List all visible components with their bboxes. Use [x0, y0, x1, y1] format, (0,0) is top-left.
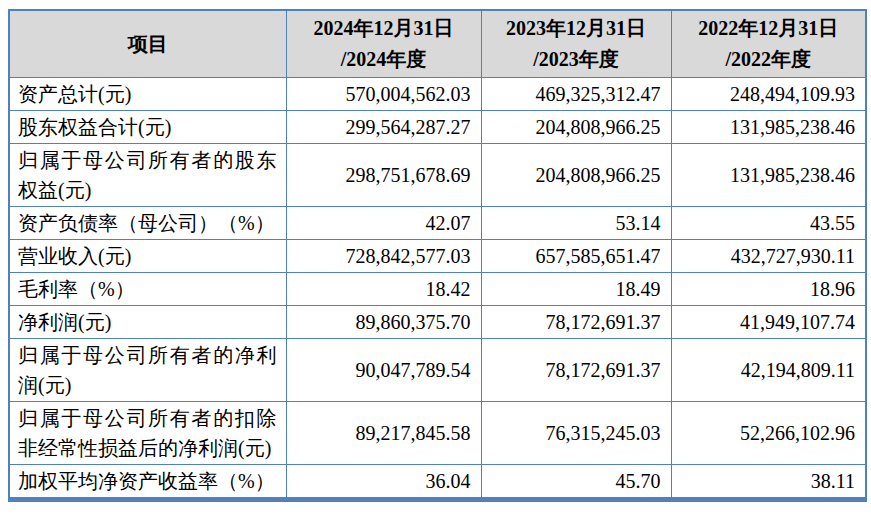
value-cell-2022: 18.96 [671, 273, 866, 306]
header-cell-2022: 2022年12月31日 /2022年度 [671, 10, 866, 78]
table-row: 资产负债率（母公司）（%） 42.07 53.14 43.55 [9, 207, 866, 240]
header-2022-date: 2022年12月31日 [674, 13, 864, 44]
row-label-cell: 加权平均净资产收益率（%） [9, 465, 286, 500]
value-cell-2022: 52,266,102.96 [671, 402, 866, 465]
row-label-cell: 归属于母公司所有者的股东权益(元) [9, 144, 286, 207]
value-cell-2023: 204,808,966.25 [481, 144, 671, 207]
row-label-cell: 归属于母公司所有者的净利润(元) [9, 339, 286, 402]
header-2023-period: /2023年度 [484, 44, 669, 75]
value-cell-2023: 53.14 [481, 207, 671, 240]
value-cell-2022: 42,194,809.11 [671, 339, 866, 402]
value-cell-2022: 131,985,238.46 [671, 144, 866, 207]
header-cell-item: 项目 [9, 10, 286, 78]
header-2024-date: 2024年12月31日 [289, 13, 479, 44]
header-cell-2023: 2023年12月31日 /2023年度 [481, 10, 671, 78]
table-row: 归属于母公司所有者的净利润(元) 90,047,789.54 78,172,69… [9, 339, 866, 402]
table-row: 归属于母公司所有者的股东权益(元) 298,751,678.69 204,808… [9, 144, 866, 207]
value-cell-2024: 570,004,562.03 [286, 78, 481, 111]
value-cell-2023: 657,585,651.47 [481, 240, 671, 273]
value-cell-2022: 43.55 [671, 207, 866, 240]
table-row: 归属于母公司所有者的扣除非经常性损益后的净利润(元) 89,217,845.58… [9, 402, 866, 465]
header-cell-2024: 2024年12月31日 /2024年度 [286, 10, 481, 78]
value-cell-2024: 298,751,678.69 [286, 144, 481, 207]
header-item-label: 项目 [12, 29, 284, 60]
value-cell-2024: 728,842,577.03 [286, 240, 481, 273]
row-label-cell: 毛利率（%） [9, 273, 286, 306]
value-cell-2023: 45.70 [481, 465, 671, 500]
row-label-cell: 归属于母公司所有者的扣除非经常性损益后的净利润(元) [9, 402, 286, 465]
value-cell-2023: 78,172,691.37 [481, 306, 671, 339]
table-row: 股东权益合计(元) 299,564,287.27 204,808,966.25 … [9, 111, 866, 144]
row-label-cell: 资产总计(元) [9, 78, 286, 111]
row-label-cell: 资产负债率（母公司）（%） [9, 207, 286, 240]
table-row: 营业收入(元) 728,842,577.03 657,585,651.47 43… [9, 240, 866, 273]
value-cell-2022: 41,949,107.74 [671, 306, 866, 339]
row-label-cell: 股东权益合计(元) [9, 111, 286, 144]
value-cell-2024: 89,217,845.58 [286, 402, 481, 465]
table-row: 加权平均净资产收益率（%） 36.04 45.70 38.11 [9, 465, 866, 500]
value-cell-2023: 78,172,691.37 [481, 339, 671, 402]
header-2023-date: 2023年12月31日 [484, 13, 669, 44]
value-cell-2023: 469,325,312.47 [481, 78, 671, 111]
value-cell-2024: 89,860,375.70 [286, 306, 481, 339]
value-cell-2022: 38.11 [671, 465, 866, 500]
value-cell-2024: 299,564,287.27 [286, 111, 481, 144]
value-cell-2024: 18.42 [286, 273, 481, 306]
value-cell-2023: 204,808,966.25 [481, 111, 671, 144]
row-label-cell: 净利润(元) [9, 306, 286, 339]
header-2024-period: /2024年度 [289, 44, 479, 75]
header-2022-period: /2022年度 [674, 44, 864, 75]
financial-summary-table: 项目 2024年12月31日 /2024年度 2023年12月31日 /2023… [8, 9, 867, 502]
value-cell-2023: 18.49 [481, 273, 671, 306]
value-cell-2024: 90,047,789.54 [286, 339, 481, 402]
table-row: 资产总计(元) 570,004,562.03 469,325,312.47 24… [9, 78, 866, 111]
value-cell-2022: 131,985,238.46 [671, 111, 866, 144]
value-cell-2023: 76,315,245.03 [481, 402, 671, 465]
row-label-cell: 营业收入(元) [9, 240, 286, 273]
value-cell-2022: 432,727,930.11 [671, 240, 866, 273]
table-row: 毛利率（%） 18.42 18.49 18.96 [9, 273, 866, 306]
value-cell-2024: 36.04 [286, 465, 481, 500]
value-cell-2024: 42.07 [286, 207, 481, 240]
table-header-row: 项目 2024年12月31日 /2024年度 2023年12月31日 /2023… [9, 10, 866, 78]
financial-summary-table-container: 项目 2024年12月31日 /2024年度 2023年12月31日 /2023… [8, 9, 865, 502]
value-cell-2022: 248,494,109.93 [671, 78, 866, 111]
table-row: 净利润(元) 89,860,375.70 78,172,691.37 41,94… [9, 306, 866, 339]
